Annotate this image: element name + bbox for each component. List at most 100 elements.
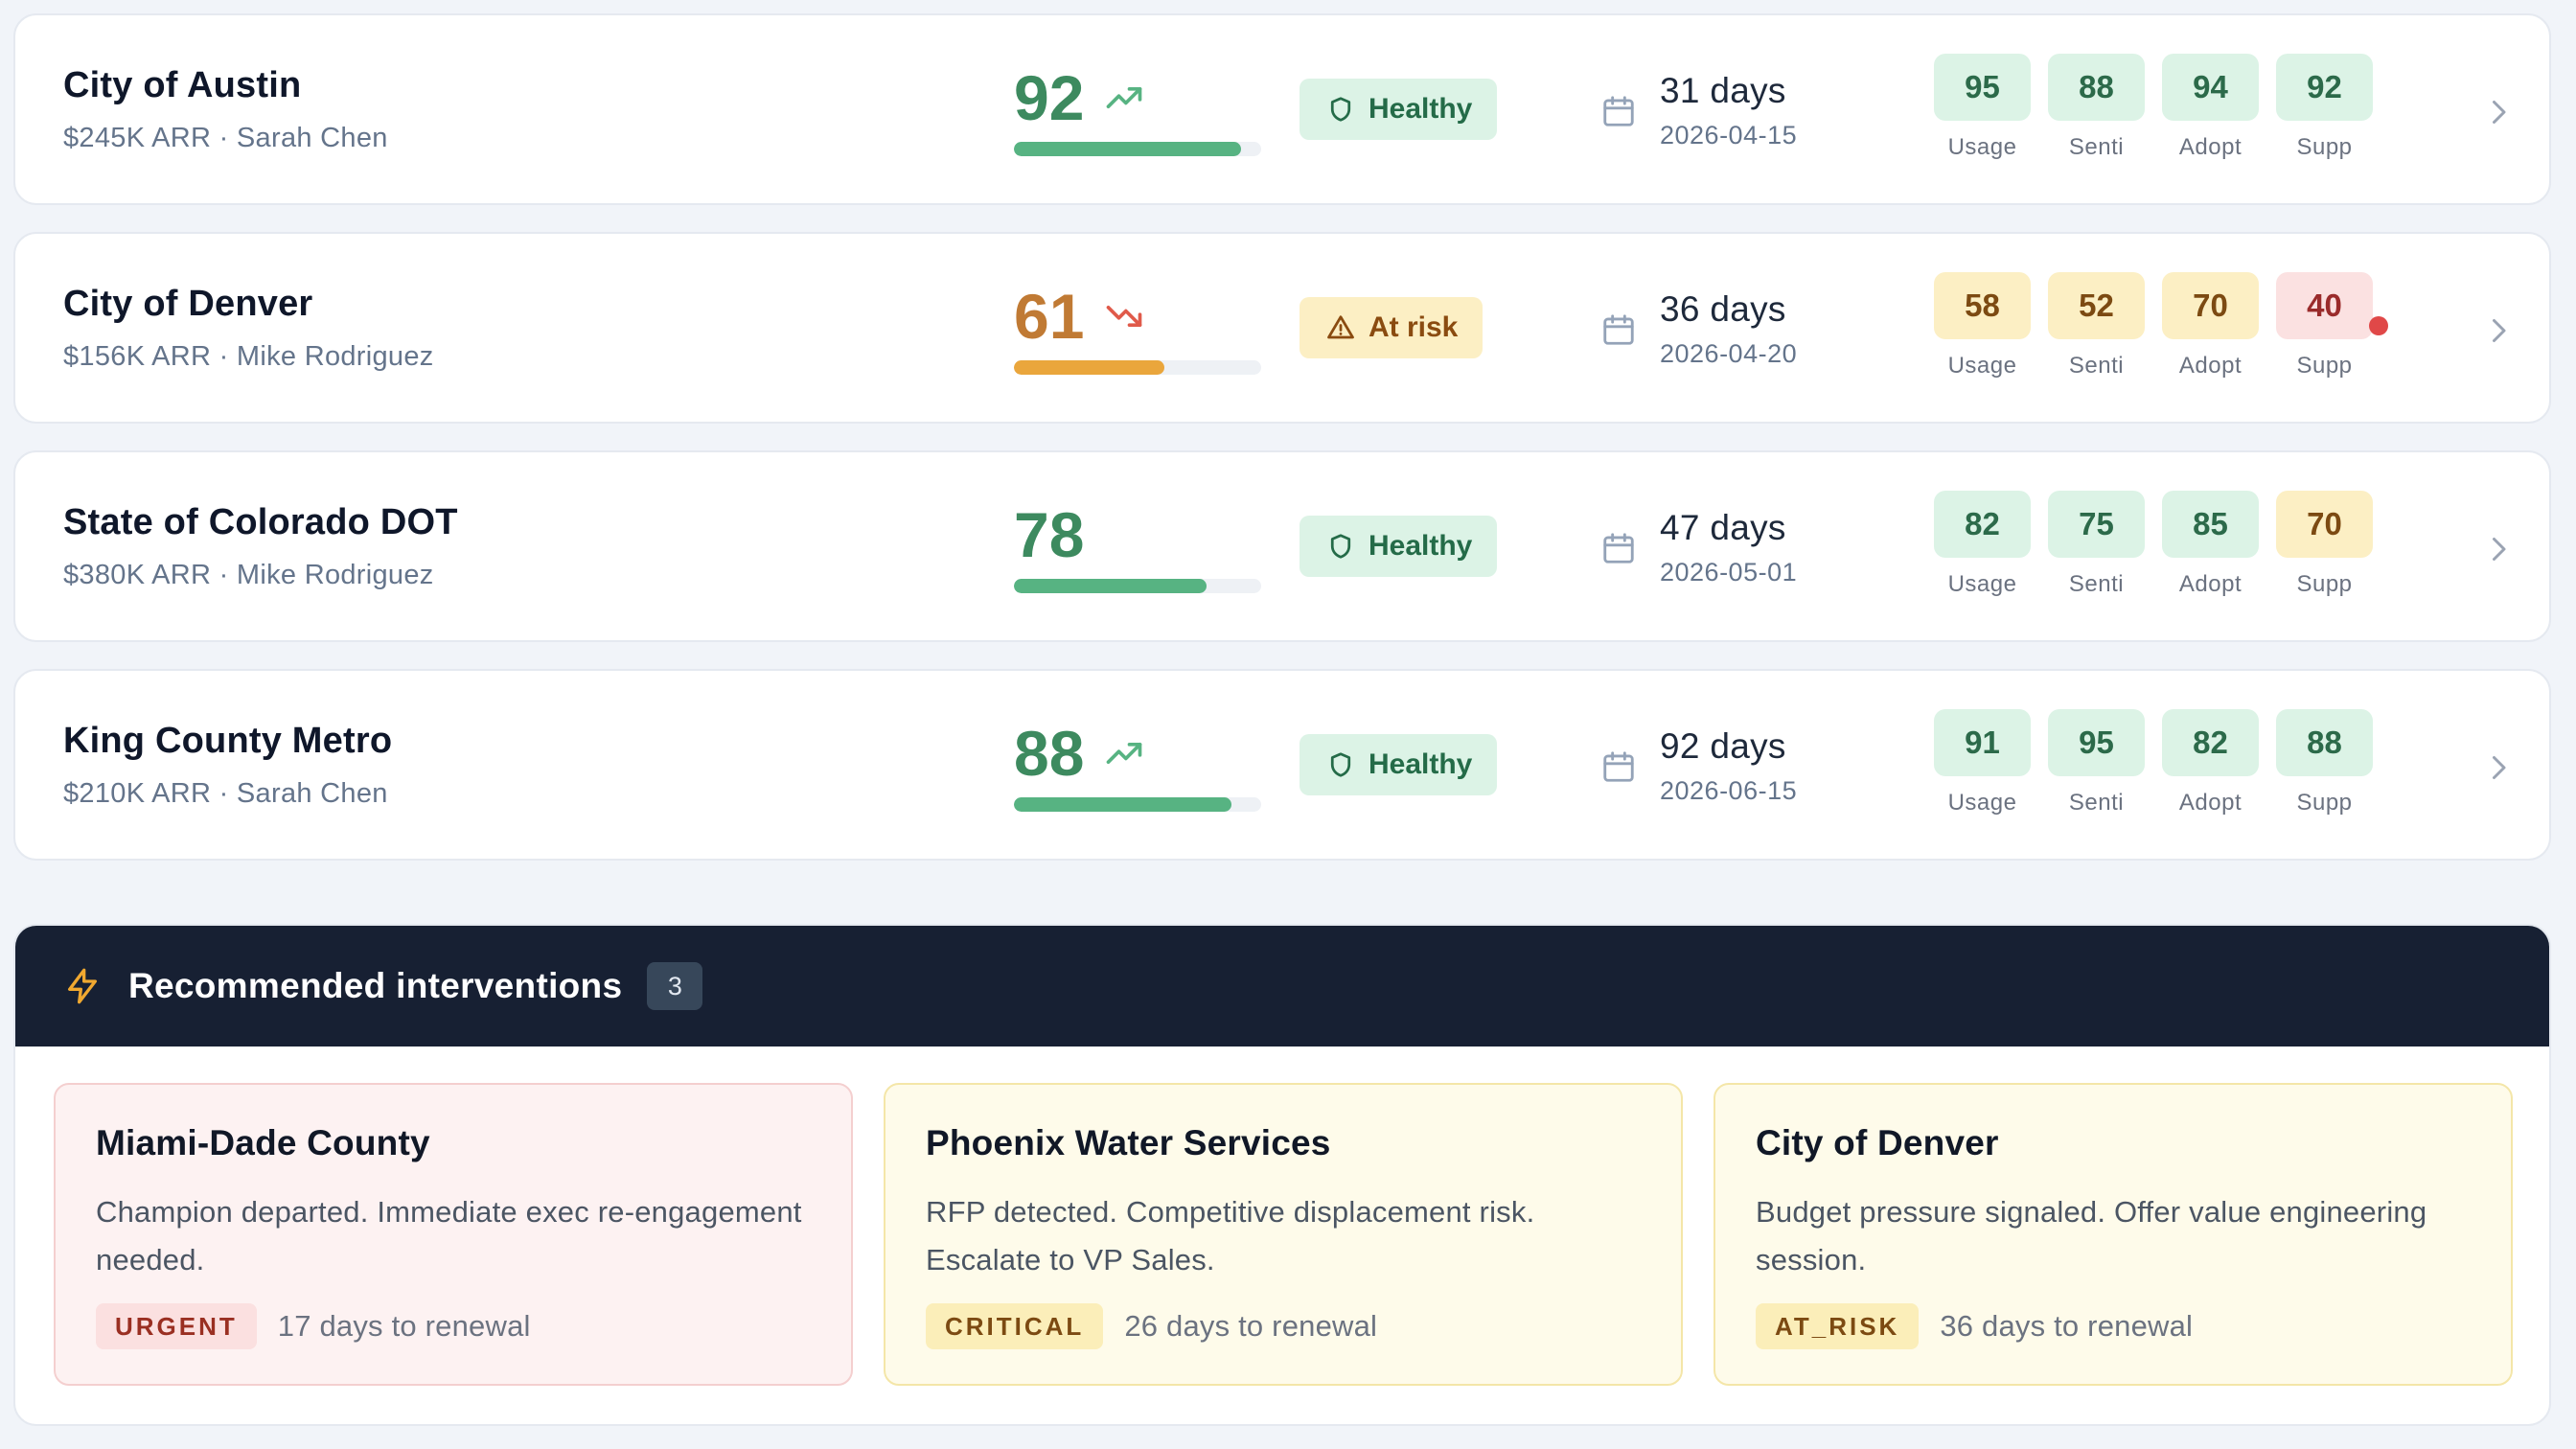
status-badge: Healthy [1300, 516, 1498, 577]
chevron-right-icon[interactable] [2488, 98, 2509, 126]
metric-value: 82 [1934, 491, 2031, 558]
metric-value: 92 [2276, 54, 2373, 121]
health-score-bar [1014, 579, 1261, 593]
account-subtitle: $210K ARR · Sarah Chen [63, 778, 388, 809]
trending-up-icon [1107, 87, 1142, 108]
health-score: 92 [1014, 63, 1263, 156]
metric-label: Adopt [2178, 134, 2242, 160]
status-label: Healthy [1368, 748, 1473, 780]
renewal-date: 2026-06-15 [1660, 776, 1798, 805]
metric-usage: 58 Usage [1934, 272, 2031, 380]
metric-support: 70 Supp [2276, 491, 2373, 598]
metric-scores: 95 Usage 88 Senti 94 Adopt 92 Supp [1934, 54, 2373, 161]
metric-value: 85 [2162, 491, 2259, 558]
intervention-card-miami-dade-county[interactable]: Miami-Dade County Champion departed. Imm… [54, 1083, 853, 1386]
metric-label: Usage [1947, 134, 2017, 160]
intervention-account: Phoenix Water Services [926, 1123, 1331, 1162]
intervention-card-city-of-denver[interactable]: City of Denver Budget pressure signaled.… [1714, 1083, 2513, 1386]
chevron-right-icon[interactable] [2488, 753, 2509, 782]
metric-support: 40 Supp [2276, 272, 2388, 380]
renewal-date: 2026-04-15 [1660, 121, 1798, 150]
calendar-icon [1603, 533, 1634, 564]
metric-label: Senti [2068, 571, 2125, 597]
trending-up-icon [1107, 743, 1142, 764]
account-name: City of Denver [63, 284, 313, 324]
metric-label: Supp [2296, 571, 2353, 597]
health-score: 78 [1014, 500, 1263, 593]
metric-sentiment: 88 Senti [2048, 54, 2145, 161]
metric-value: 95 [1934, 54, 2031, 121]
metric-label: Usage [1947, 571, 2017, 597]
health-score-bar [1014, 142, 1261, 156]
metric-label: Senti [2068, 134, 2125, 160]
chevron-right-icon[interactable] [2488, 316, 2509, 345]
intervention-account: Miami-Dade County [96, 1123, 430, 1162]
trending-down-icon [1107, 306, 1142, 327]
renewal-days: 92 days [1660, 726, 1786, 766]
metric-value: 88 [2048, 54, 2145, 121]
metric-label: Adopt [2178, 353, 2242, 379]
renewal-countdown: 26 days to renewal [1124, 1309, 1378, 1343]
renewal-date: 2026-04-20 [1660, 339, 1798, 368]
health-score: 88 [1014, 719, 1263, 812]
account-row-city-of-denver[interactable]: City of Denver $156K ARR · Mike Rodrigue… [13, 232, 2551, 424]
metric-value: 70 [2162, 272, 2259, 339]
health-score-bar [1014, 360, 1261, 375]
shield-icon [1330, 97, 1351, 122]
intervention-card-phoenix-water-services[interactable]: Phoenix Water Services RFP detected. Com… [884, 1083, 1683, 1386]
metric-support: 88 Supp [2276, 709, 2373, 816]
renewal-days: 47 days [1660, 508, 1786, 547]
renewal-days: 36 days [1660, 289, 1786, 329]
account-name: State of Colorado DOT [63, 502, 458, 542]
metric-label: Senti [2068, 353, 2125, 379]
alert-dot [2369, 316, 2388, 335]
health-score-value: 78 [1014, 499, 1085, 570]
metric-sentiment: 95 Senti [2048, 709, 2145, 816]
intervention-cards: Miami-Dade County Champion departed. Imm… [54, 1083, 2513, 1386]
health-score: 61 [1014, 282, 1263, 375]
metric-value: 82 [2162, 709, 2259, 776]
interventions-header: Recommended interventions 3 [15, 926, 2549, 1046]
account-row-king-county-metro[interactable]: King County Metro $210K ARR · Sarah Chen… [13, 669, 2551, 861]
metric-value: 95 [2048, 709, 2145, 776]
calendar-icon [1603, 96, 1634, 126]
priority-tag: URGENT [96, 1303, 257, 1349]
intervention-footer: CRITICAL 26 days to renewal [926, 1303, 1377, 1349]
metric-adoption: 82 Adopt [2162, 709, 2259, 816]
metric-label: Supp [2296, 790, 2353, 816]
status-badge: Healthy [1300, 734, 1498, 795]
renewal-countdown: 36 days to renewal [1940, 1309, 2194, 1343]
priority-tag: CRITICAL [926, 1303, 1104, 1349]
chevron-right-icon[interactable] [2488, 535, 2509, 564]
account-name: City of Austin [63, 65, 302, 105]
account-subtitle: $156K ARR · Mike Rodriguez [63, 341, 434, 372]
shield-icon [1330, 752, 1351, 777]
renewal-days: 31 days [1660, 71, 1786, 110]
metric-adoption: 85 Adopt [2162, 491, 2259, 598]
intervention-description: RFP detected. Competitive displacement r… [926, 1195, 1535, 1276]
health-score-value: 88 [1014, 718, 1085, 789]
metric-usage: 95 Usage [1934, 54, 2031, 161]
metric-adoption: 94 Adopt [2162, 54, 2259, 161]
metric-value: 40 [2276, 272, 2373, 339]
metric-label: Usage [1947, 353, 2017, 379]
metric-scores: 82 Usage 75 Senti 85 Adopt 70 Supp [1934, 491, 2373, 598]
warning-icon [1327, 315, 1354, 339]
calendar-icon [1603, 751, 1634, 782]
status-label: At risk [1368, 311, 1459, 343]
metric-label: Usage [1947, 790, 2017, 816]
status-badge: At risk [1300, 297, 1484, 358]
lightning-bolt-icon [68, 968, 98, 1004]
account-row-city-of-austin[interactable]: City of Austin $245K ARR · Sarah Chen 92… [13, 13, 2551, 205]
account-row-state-of-colorado-dot[interactable]: State of Colorado DOT $380K ARR · Mike R… [13, 450, 2551, 642]
intervention-account: City of Denver [1756, 1123, 1999, 1162]
interventions-panel: Recommended interventions 3 Miami-Dade C… [13, 924, 2551, 1426]
metric-label: Adopt [2178, 790, 2242, 816]
shield-icon [1330, 534, 1351, 559]
metric-label: Senti [2068, 790, 2125, 816]
renewal-date: 2026-05-01 [1660, 558, 1798, 586]
metric-value: 94 [2162, 54, 2259, 121]
metric-value: 88 [2276, 709, 2373, 776]
metric-value: 70 [2276, 491, 2373, 558]
